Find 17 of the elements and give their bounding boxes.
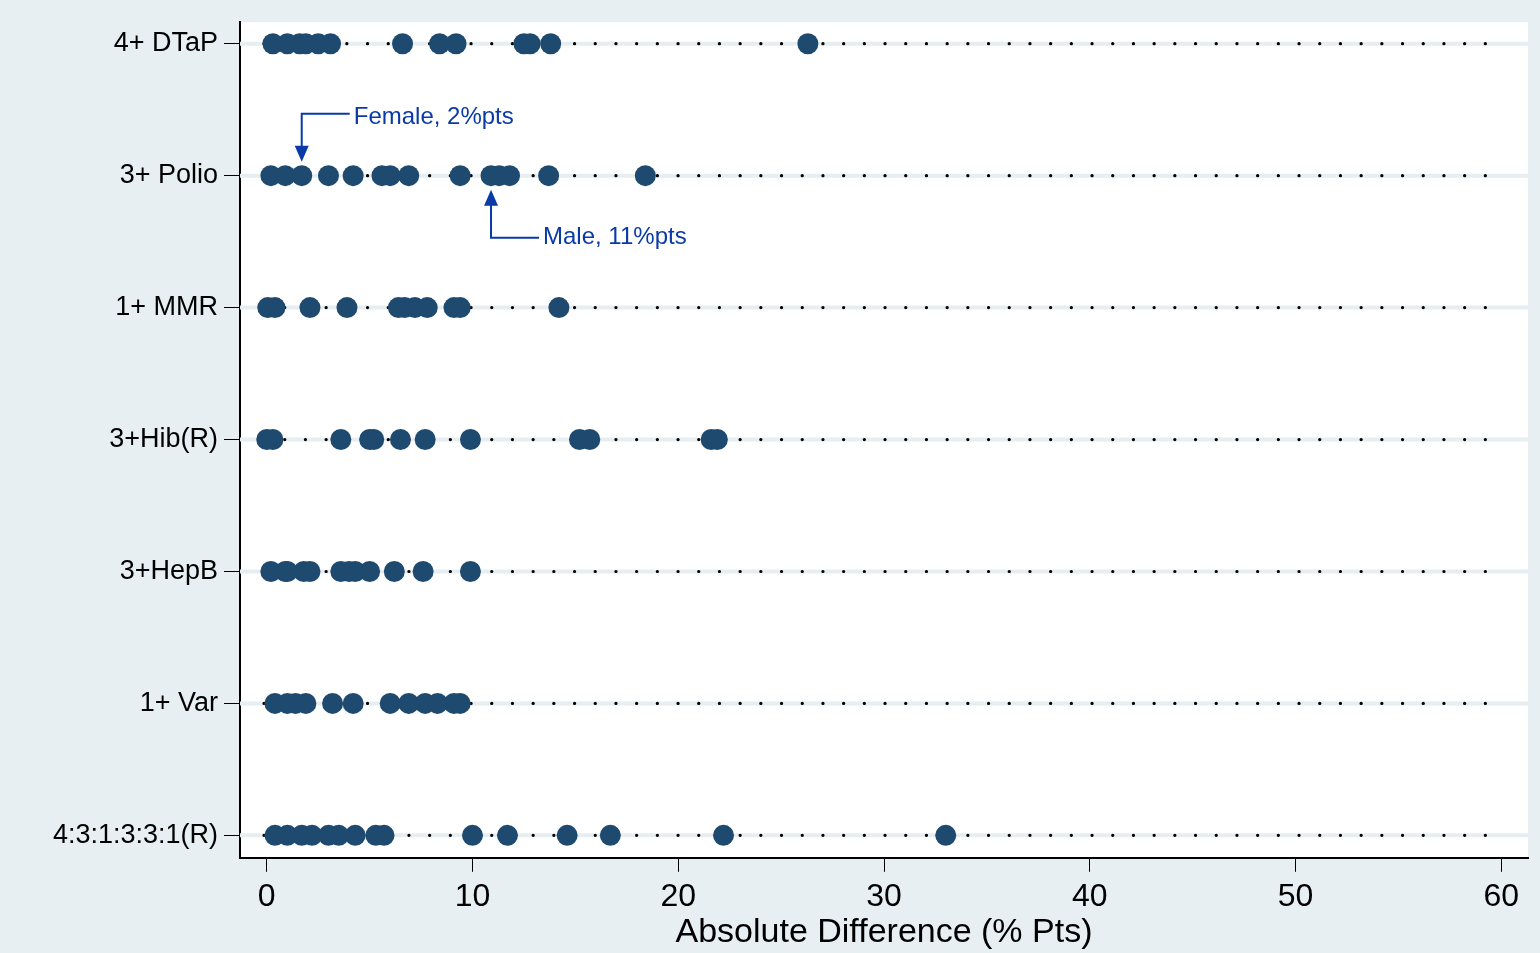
- annotation: Male, 11%pts: [543, 222, 687, 250]
- y-tick-label: 4:3:1:3:3:1(R): [52, 818, 218, 849]
- y-tick-label: 3+HepB: [119, 554, 218, 585]
- x-tick-label: 30: [866, 876, 902, 913]
- annotation: Female, 2%pts: [353, 102, 514, 130]
- y-tick-label: 3+ Polio: [119, 159, 218, 190]
- x-tick-label: 20: [660, 876, 697, 913]
- x-tick-label: 60: [1483, 876, 1520, 913]
- x-tick-label: 40: [1071, 876, 1108, 913]
- x-tick-label: 10: [454, 876, 491, 913]
- x-tick-label: 0: [257, 876, 276, 913]
- y-tick-label: 1+ Var: [139, 686, 218, 717]
- y-tick-label: 3+Hib(R): [109, 422, 218, 453]
- x-tick-label: 50: [1277, 876, 1314, 913]
- y-tick-label: 4+ DTaP: [113, 27, 218, 58]
- x-axis-title: Absolute Difference (% Pts): [675, 910, 1093, 949]
- y-tick-label: 1+ MMR: [115, 291, 218, 322]
